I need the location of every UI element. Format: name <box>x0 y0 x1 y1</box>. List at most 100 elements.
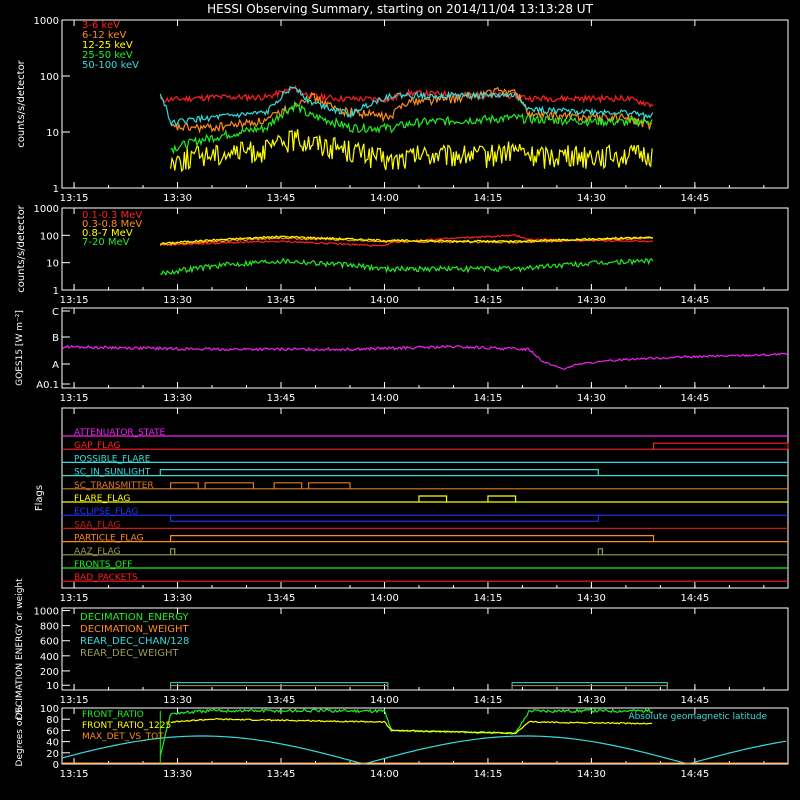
flags-x-tick-label: 13:45 <box>267 593 296 604</box>
flags-x-tick-label: 14:00 <box>370 593 399 604</box>
decimation-legend-entry: DECIMATION_WEIGHT <box>80 624 189 635</box>
goes-x-tick-label: 14:45 <box>680 393 709 404</box>
goes-y-tick-label: C <box>52 307 59 318</box>
decimation-y-tick-label: 1000 <box>34 607 59 618</box>
gamma-x-tick-label: 13:15 <box>60 295 89 306</box>
goes-x-tick-label: 14:00 <box>370 393 399 404</box>
flag-label: SAA_FLAG <box>74 520 120 530</box>
flag-label: SC_TRANSMITTER <box>74 481 154 491</box>
goes-y-tick-label: B <box>52 333 59 344</box>
flag-step <box>273 482 303 489</box>
ratio-y-tick-label: 80 <box>46 715 59 726</box>
gamma-y-tick-label: 10 <box>46 259 59 270</box>
goes-x-tick-label: 14:30 <box>577 393 606 404</box>
ratio-x-tick-label: 13:30 <box>163 769 192 780</box>
decimation-y-tick-label: 400 <box>40 652 59 663</box>
decimation-legend-entry: DECIMATION_ENERGY <box>80 612 189 623</box>
decimation-x-tick-label: 13:30 <box>163 695 192 706</box>
ratio-y-tick-label: 20 <box>46 749 59 760</box>
flag-label: PARTICLE_FLAG <box>74 534 144 544</box>
decimation-x-tick-label: 14:30 <box>577 695 606 706</box>
xray-legend-entry: 50-100 keV <box>82 60 139 71</box>
ratio-x-tick-label: 14:30 <box>577 769 606 780</box>
figure-title: HESSI Observing Summary, starting on 201… <box>207 2 593 16</box>
flags-y-axis-label: Flags <box>34 485 45 511</box>
ratio-x-tick-label: 14:45 <box>680 769 709 780</box>
xray-frame <box>61 19 789 189</box>
ratio-x-tick-label: 13:45 <box>267 769 296 780</box>
decimation-panel: 13:15 13:30 13:45 14:00 14:15 14:30 14:45 10 200… <box>15 578 789 720</box>
decimation-y-axis-label: DECIMATION ENERGY or weight <box>15 578 25 720</box>
goes-panel: 13:15 13:30 13:45 14:00 14:15 14:30 14:45 A0.1 A… <box>15 307 789 404</box>
decimation-frame <box>61 607 789 691</box>
flag-label: FLARE_FLAG <box>74 494 130 504</box>
flag-label: FRONTS_OFF <box>74 560 132 570</box>
flag-label: AAZ_FLAG <box>74 547 121 557</box>
ratio-x-tick-label: 13:15 <box>60 769 89 780</box>
gamma-y-tick-label: 1 <box>53 286 59 297</box>
flag-label: GAP_FLAG <box>74 441 120 451</box>
flags-frame <box>61 407 789 589</box>
ratio-x-tick-label: 14:15 <box>474 769 503 780</box>
xray-y-tick-label: 10 <box>46 128 59 139</box>
xray-legend-entry: 3-6 keV <box>82 20 120 31</box>
gamma-legend-entry: 7-20 MeV <box>82 237 130 248</box>
flag-label: ATTENUATOR_STATE <box>74 428 166 438</box>
ratio-legend-entry: FRONT_RATIO_1225 <box>82 721 171 731</box>
xray-legend-entry: 12-25 keV <box>82 40 133 51</box>
flag-step <box>307 482 351 489</box>
decimation-legend-entry: REAR_DEC_WEIGHT <box>80 648 179 659</box>
flags-x-tick-label: 13:30 <box>163 593 192 604</box>
xray-series-4 <box>159 86 654 127</box>
flag-step <box>652 442 789 450</box>
ratio-legend-entry: MAX_DET_VS_TOT <box>82 732 164 742</box>
xray-series-0 <box>159 84 654 108</box>
geomagnetic-latitude-line <box>61 735 787 765</box>
ratio-y-tick-label: 40 <box>46 738 59 749</box>
gamma-y-tick-label: 100 <box>40 231 59 242</box>
xray-x-tick-label: 13:15 <box>60 193 89 204</box>
ratio-y-axis-label: Degrees or % <box>15 705 25 766</box>
flag-step <box>170 535 655 542</box>
decimation-y-tick-label: 200 <box>40 667 59 678</box>
xray-y-tick-label: 1 <box>53 184 59 195</box>
ratio-series-1 <box>170 717 653 735</box>
ratio-y-tick-label: 100 <box>40 704 59 715</box>
gamma-panel: 13:15 13:30 13:45 14:00 14:15 14:30 14:45 1 10 10… <box>16 204 789 306</box>
flag-step <box>170 482 199 489</box>
flag-step <box>204 482 255 489</box>
gamma-series-3 <box>160 257 654 277</box>
decimation-y-tick-label: 10 <box>46 681 59 692</box>
flags-x-tick-label: 14:45 <box>680 593 709 604</box>
xray-x-tick-label: 14:15 <box>474 193 503 204</box>
gamma-y-axis-label: counts/s/detector <box>16 204 27 292</box>
ratio-annotation: Absolute geomagnetic latitude <box>628 712 767 722</box>
gamma-x-tick-label: 13:45 <box>267 295 296 306</box>
flag-step <box>487 495 517 502</box>
ratio-x-tick-label: 14:00 <box>370 769 399 780</box>
decimation-x-tick-label: 14:15 <box>474 695 503 706</box>
decimation-x-tick-label: 14:00 <box>370 695 399 706</box>
flags-panel: 13:15 13:30 13:45 14:00 14:15 14:30 14:45 Flags… <box>34 407 789 604</box>
ratio-frame <box>61 707 789 765</box>
goes-y-tick-label: A <box>52 360 59 371</box>
flags-x-tick-label: 14:15 <box>474 593 503 604</box>
gamma-x-tick-label: 14:00 <box>370 295 399 306</box>
gamma-x-tick-label: 14:30 <box>577 295 606 306</box>
flag-label: ECLIPSE_FLAG <box>74 507 138 517</box>
goes-y-axis-label: GOES15 [W m⁻²] <box>15 310 25 386</box>
decimation-legend-entry: REAR_DEC_CHAN/128 <box>80 636 189 647</box>
rear-dec-weight-step <box>511 685 668 689</box>
xray-x-tick-label: 13:30 <box>163 193 192 204</box>
flag-step <box>170 515 599 522</box>
gamma-legend-entry: 0.3-0.8 MeV <box>82 219 142 230</box>
gamma-x-tick-label: 13:30 <box>163 295 192 306</box>
goes-frame <box>61 307 789 389</box>
goes-series <box>61 344 788 371</box>
flags-x-tick-label: 14:30 <box>577 593 606 604</box>
xray-series-3 <box>170 100 653 155</box>
gamma-series-2 <box>160 235 653 245</box>
xray-series-2 <box>170 129 653 173</box>
xray-x-tick-label: 14:00 <box>370 193 399 204</box>
